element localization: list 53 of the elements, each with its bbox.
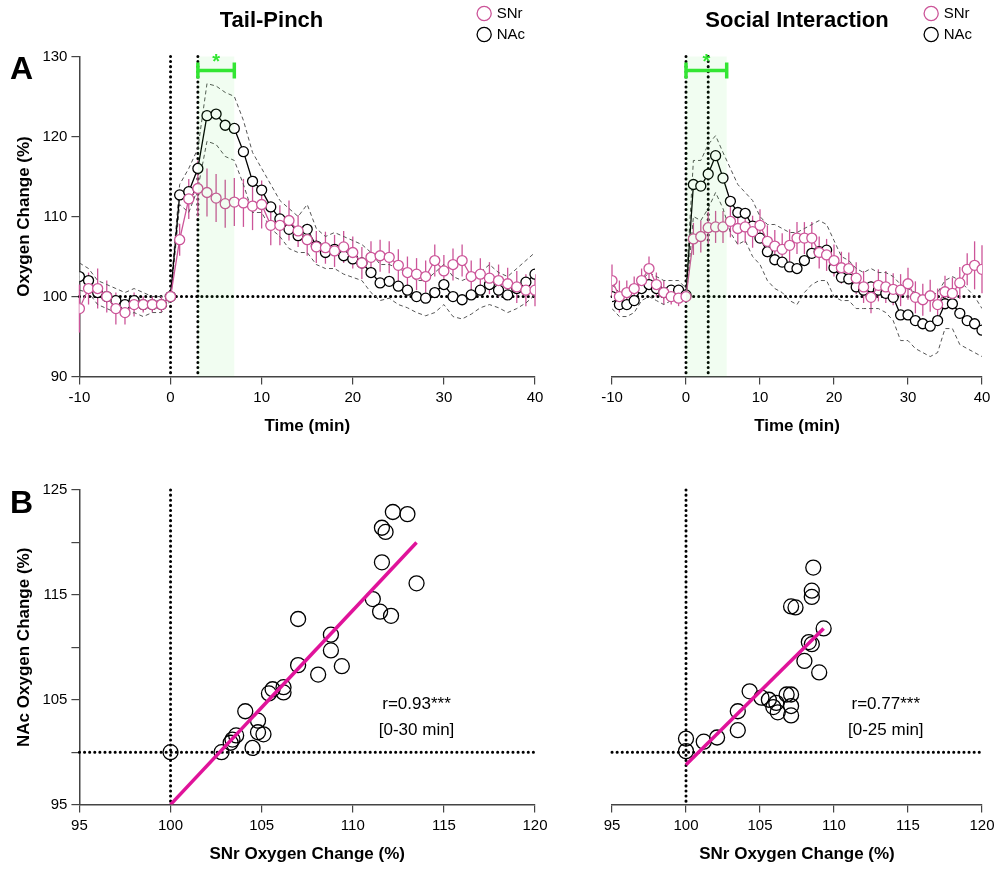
x-tick-label: 110 — [822, 815, 846, 833]
x-axis-title: Time (min) — [754, 416, 840, 436]
x-tick-label: 20 — [344, 387, 362, 405]
x-tick-label: -10 — [68, 387, 91, 405]
text: A — [10, 50, 34, 87]
annotation: r=0.77*** — [851, 694, 921, 714]
x-tick-label: 40 — [973, 387, 991, 405]
chart-title: Social Interaction — [705, 7, 889, 33]
legend-label: NAc — [943, 24, 973, 42]
x-axis-title: SNr Oxygen Change (%) — [699, 844, 895, 864]
y-tick-label: 95 — [50, 794, 68, 812]
y-tick-label: 130 — [42, 46, 68, 64]
annotation: [0-25 min] — [848, 720, 924, 740]
text: B — [10, 483, 34, 520]
x-tick-label: 110 — [340, 815, 365, 833]
chart-title: Tail-Pinch — [219, 7, 324, 33]
legend-label: SNr — [943, 3, 970, 21]
y-axis-title: NAc Oxygen Change (%) — [13, 547, 33, 747]
x-tick-label: 10 — [751, 387, 769, 405]
y-axis-title: Oxygen Change (%) — [13, 136, 33, 297]
y-tick-label: 115 — [43, 585, 68, 603]
x-tick-label: 115 — [431, 815, 456, 833]
x-tick-label: 95 — [71, 815, 88, 833]
x-tick-label: 120 — [522, 815, 548, 833]
annotation: r=0.93*** — [382, 694, 452, 714]
x-tick-label: 40 — [526, 387, 544, 405]
x-tick-label: 0 — [166, 387, 175, 405]
x-axis-title: SNr Oxygen Change (%) — [209, 844, 405, 864]
legend-label: SNr — [496, 3, 523, 21]
x-tick-label: 30 — [435, 387, 453, 405]
x-tick-label: 105 — [249, 815, 275, 833]
y-tick-label: 100 — [42, 286, 68, 304]
x-axis-title: Time (min) — [264, 416, 351, 436]
legend-label: NAc — [496, 24, 526, 42]
y-tick-label: 125 — [42, 480, 68, 498]
x-tick-label: 115 — [896, 815, 920, 833]
x-tick-label: 100 — [673, 815, 699, 833]
x-tick-label: 20 — [825, 387, 843, 405]
y-tick-label: 120 — [42, 126, 68, 144]
band-label: * — [212, 50, 221, 73]
x-tick-label: 0 — [681, 387, 691, 405]
x-tick-label: 105 — [747, 815, 773, 833]
x-tick-label: 30 — [899, 387, 917, 405]
y-tick-label: 110 — [43, 206, 68, 224]
band-label: * — [702, 50, 711, 73]
y-tick-label: 105 — [42, 689, 68, 707]
y-tick-label: 90 — [50, 366, 68, 384]
x-tick-label: 120 — [969, 815, 995, 833]
x-tick-label: 100 — [158, 815, 184, 833]
x-tick-label: 95 — [603, 815, 621, 833]
annotation: [0-30 min] — [378, 720, 455, 740]
x-tick-label: 10 — [253, 387, 270, 405]
x-tick-label: -10 — [601, 387, 623, 405]
